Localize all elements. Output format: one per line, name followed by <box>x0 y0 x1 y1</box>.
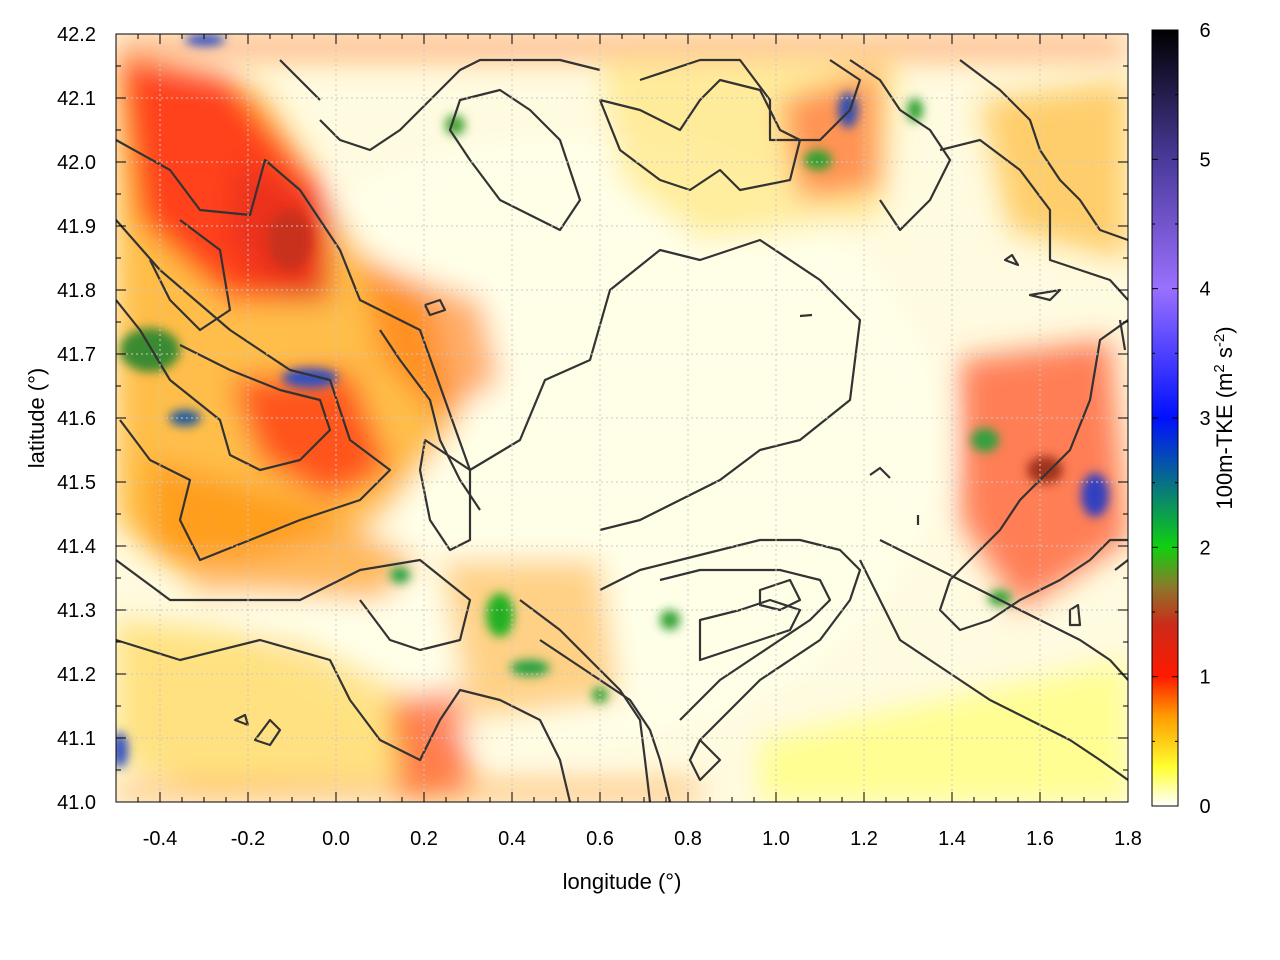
y-axis: 41.0 41.1 41.2 41.3 41.4 41.5 41.6 41.7 41.8 41.9… <box>57 24 1128 814</box>
x-tick-label: 0.6 <box>586 828 614 850</box>
colorbar-tick-label: 2 <box>1199 537 1210 559</box>
colorbar-title-part: ) <box>1212 326 1237 333</box>
y-tick-label: 41.2 <box>57 664 96 686</box>
plot-area <box>116 34 1128 802</box>
y-tick-label: 42.1 <box>57 88 96 110</box>
y-tick-label: 41.9 <box>57 216 96 238</box>
x-tick-label: 1.4 <box>938 828 966 850</box>
x-tick-label: 0.2 <box>410 828 438 850</box>
y-tick-label: 41.0 <box>57 792 96 814</box>
y-tick-label: 41.4 <box>57 536 96 558</box>
colorbar-tick-label: 1 <box>1199 667 1210 689</box>
tke-hotspots <box>116 34 1109 768</box>
x-tick-label: 1.6 <box>1026 828 1054 850</box>
y-tick-label: 41.6 <box>57 408 96 430</box>
y-tick-label: 41.8 <box>57 280 96 302</box>
colorbar-title-superscript: 2 <box>1211 364 1228 372</box>
x-tick-label: -0.4 <box>143 828 177 850</box>
x-axis: -0.4 -0.2 0.0 0.2 0.4 0.6 0.8 1.0 1.2 1.4 1.6 1.8 <box>115 34 1142 850</box>
tke-field <box>116 34 1128 802</box>
x-tick-label: -0.2 <box>231 828 265 850</box>
x-tick-label: 1.8 <box>1114 828 1142 850</box>
y-tick-label: 41.5 <box>57 472 96 494</box>
grid-lines <box>116 33 1129 803</box>
colorbar-tick-label: 3 <box>1199 408 1210 430</box>
y-tick-label: 42.0 <box>57 152 96 174</box>
x-tick-label: 0.4 <box>498 828 526 850</box>
x-axis-title: longitude (°) <box>563 869 682 894</box>
colorbar-title: 100m-TKE (m2 s-2) <box>1211 326 1237 509</box>
y-tick-label: 41.1 <box>57 728 96 750</box>
colorbar-tick-label: 4 <box>1199 279 1210 301</box>
colorbar-ticks: 0 1 2 3 4 5 6 <box>1152 20 1211 818</box>
x-tick-label: 1.0 <box>762 828 790 850</box>
y-tick-label: 42.2 <box>57 24 96 46</box>
colorbar-title-part: 100m-TKE (m <box>1212 373 1237 510</box>
colorbar-tick-label: 0 <box>1199 796 1210 818</box>
x-tick-label: 0.8 <box>674 828 702 850</box>
x-tick-label: 0.0 <box>322 828 350 850</box>
colorbar-title-superscript: -2 <box>1211 334 1228 347</box>
y-axis-title: latitude (°) <box>24 368 49 469</box>
colorbar-tick-label: 5 <box>1199 149 1210 171</box>
colorbar-title-part: s <box>1212 347 1237 364</box>
y-tick-label: 41.3 <box>57 600 96 622</box>
x-tick-label: 1.2 <box>850 828 878 850</box>
y-tick-label: 41.7 <box>57 344 96 366</box>
colorbar-tick-label: 6 <box>1199 20 1210 42</box>
